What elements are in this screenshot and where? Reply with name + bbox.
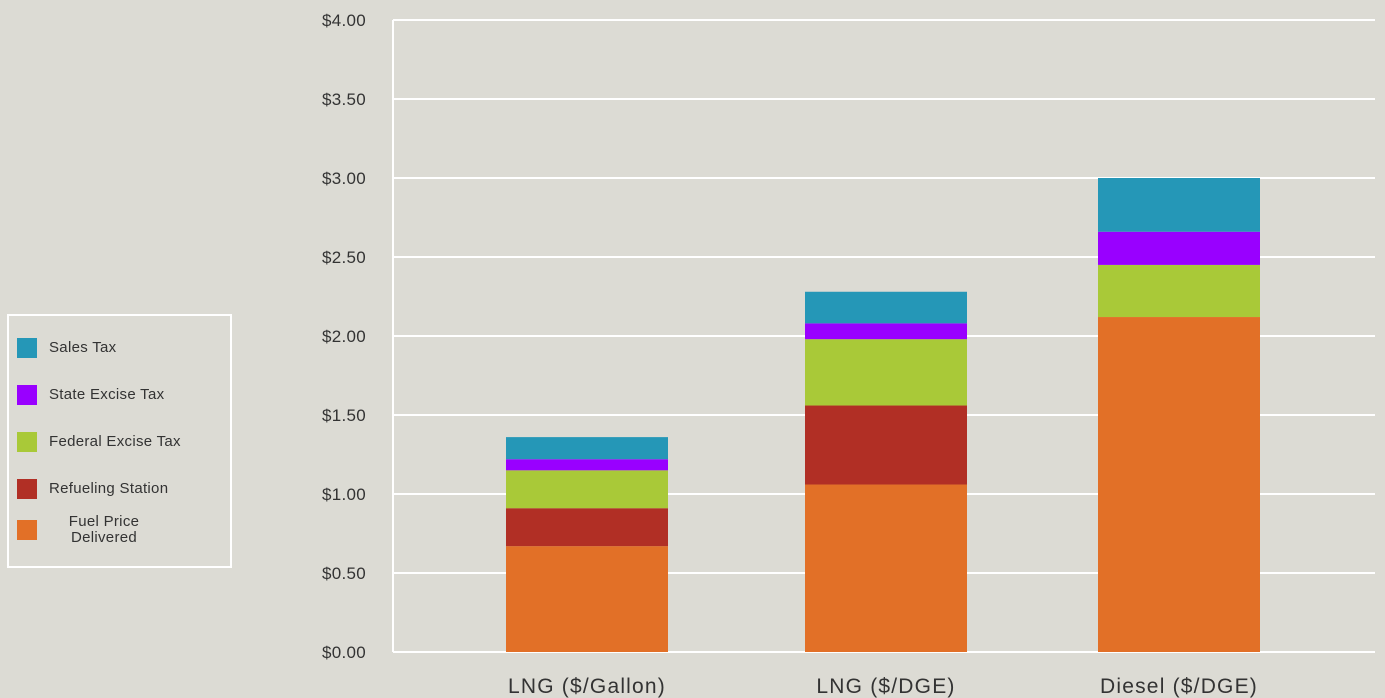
bar-2-sales-tax [1098,178,1260,232]
bar-0-fuel-price-delivered [506,546,668,652]
y-tick-label-1: $0.50 [322,564,366,583]
y-tick-label-3: $1.50 [322,406,366,425]
bar-1-state-excise-tax [805,323,967,340]
y-axis-ticks: $0.00 $0.50 $1.00 $1.50 $2.00 $2.50 $3.00 $3.50… [322,11,366,662]
y-tick-label-2: $1.00 [322,485,366,504]
y-tick-label-4: $2.00 [322,327,366,346]
y-tick-label-8: $4.00 [322,11,366,30]
x-axis-ticks: LNG ($/Gallon) LNG ($/DGE) Diesel ($/DGE) [508,675,1258,698]
legend-swatch-fuel-price-delivered [17,520,37,540]
legend-label-federal-excise-tax: Federal Excise Tax [49,433,181,450]
bar-1-refueling-station [805,405,967,485]
y-tick-label-5: $2.50 [322,248,366,267]
legend-swatch-state-excise-tax [17,385,37,405]
legend-swatch-sales-tax [17,338,37,358]
bar-1-sales-tax [805,291,967,324]
x-tick-label-0: LNG ($/Gallon) [508,675,666,698]
bar-0-state-excise-tax [506,459,668,471]
bar-0-sales-tax [506,437,668,460]
y-tick-label-6: $3.00 [322,169,366,188]
bars [506,178,1260,652]
bar-0-refueling-station [506,508,668,547]
bar-2-fuel-price-delivered [1098,317,1260,652]
legend-item-sales-tax: Sales Tax [17,338,227,358]
bar-2-federal-excise-tax [1098,264,1260,318]
legend-item-refueling-station: Refueling Station [17,479,227,499]
legend-label-fuel-price-delivered: Fuel Price Delivered [68,513,140,546]
x-tick-label-2: Diesel ($/DGE) [1100,675,1258,698]
legend: Sales Tax State Excise Tax Federal Excis… [7,314,232,568]
bar-2-state-excise-tax [1098,231,1260,265]
y-tick-label-0: $0.00 [322,643,366,662]
legend-item-federal-excise-tax: Federal Excise Tax [17,432,227,452]
legend-label-refueling-station: Refueling Station [49,480,169,497]
bar-1-federal-excise-tax [805,339,967,406]
legend-label-state-excise-tax: State Excise Tax [49,386,165,403]
y-tick-label-7: $3.50 [322,90,366,109]
legend-swatch-refueling-station [17,479,37,499]
legend-label-sales-tax: Sales Tax [49,339,117,356]
legend-item-state-excise-tax: State Excise Tax [17,385,227,405]
legend-swatch-federal-excise-tax [17,432,37,452]
legend-item-fuel-price-delivered: Fuel Price Delivered [17,514,227,546]
bar-0-federal-excise-tax [506,470,668,509]
bar-1-fuel-price-delivered [805,484,967,652]
x-tick-label-1: LNG ($/DGE) [816,675,955,698]
